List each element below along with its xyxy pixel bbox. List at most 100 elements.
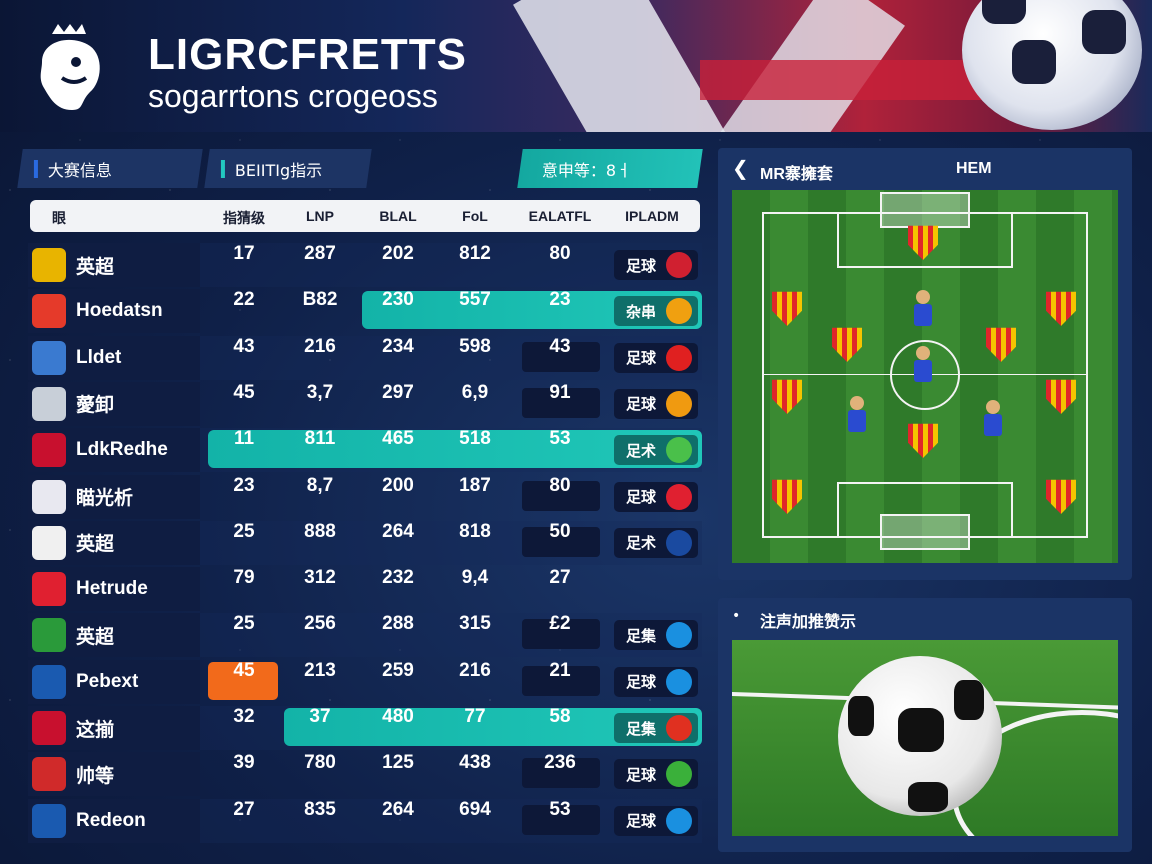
team-cell[interactable]: 英超 (28, 243, 200, 287)
team-cell[interactable]: 英超 (28, 613, 200, 658)
team-crest-icon (32, 618, 66, 653)
player-icon[interactable] (912, 346, 934, 386)
stat-cell: 694 (459, 798, 491, 820)
stat-cell: 780 (304, 752, 336, 774)
tab-indicators[interactable]: BEIITIg指示 (204, 149, 372, 188)
stat-cell: 43 (549, 335, 571, 357)
stat-cell: 27 (549, 567, 571, 589)
stat-cell: 22 (233, 289, 255, 311)
value-box (522, 387, 600, 418)
table-row[interactable]: Hoedatsn 22 B82 230 557 23 杂串 (28, 289, 702, 334)
badge-label: 杂串 (626, 302, 657, 321)
team-crest-icon (32, 757, 66, 792)
column-header[interactable]: FoL (462, 208, 488, 224)
stat-cell: B82 (302, 289, 338, 311)
club-emblem-icon (666, 437, 692, 464)
sport-badge[interactable]: 足球 (614, 481, 698, 512)
value-box (522, 758, 600, 789)
stat-cell: 21 (549, 659, 571, 681)
tab-label: 意申等：8ㅓ (542, 160, 631, 180)
stat-cell: 53 (549, 798, 571, 820)
team-cell[interactable]: 这揃 (28, 706, 200, 750)
sport-badge[interactable]: 足球 (614, 342, 698, 373)
column-header[interactable]: 指猜级 (223, 210, 265, 226)
table-header: 眼 指猜级 LNP BLAL FoL EALATFL IPLADM (30, 200, 700, 232)
stat-cell: 312 (304, 567, 336, 589)
table-row[interactable]: 英超 25 256 288 315 £2 足集 (28, 613, 702, 658)
stat-cell: 465 (382, 428, 414, 450)
team-cell[interactable]: 英超 (28, 520, 200, 565)
team-crest-icon (32, 664, 66, 699)
badge-label: 足球 (626, 256, 657, 275)
sport-badge[interactable]: 足球 (614, 666, 698, 697)
stat-cell: 264 (382, 798, 414, 820)
stat-cell: 80 (549, 474, 571, 496)
sport-badge[interactable]: 足球 (614, 805, 698, 836)
stat-cell: 264 (382, 520, 414, 542)
tab-label: 大赛信息 (48, 160, 113, 180)
column-header[interactable]: BLAL (379, 208, 417, 224)
table-row[interactable]: 这揃 32 37 480 77 58 足集 (28, 706, 702, 750)
sport-badge[interactable]: 足球 (614, 759, 698, 790)
sport-badge[interactable]: 足球 (614, 250, 698, 280)
team-cell[interactable]: Hoedatsn (28, 289, 200, 334)
team-name: Hoedatsn (76, 300, 163, 322)
stat-cell: £2 (549, 613, 571, 635)
stat-cell: 45 (233, 659, 255, 681)
player-icon[interactable] (912, 290, 934, 330)
team-crest-icon (32, 340, 66, 375)
stat-cell: 202 (382, 243, 414, 264)
soccer-ball-image (962, 0, 1142, 130)
team-name: Pebext (76, 670, 139, 692)
sport-badge[interactable]: 足术 (614, 435, 698, 466)
team-crest-icon (32, 803, 66, 838)
sport-badge[interactable]: 足集 (614, 620, 698, 651)
team-name: Lldet (76, 346, 122, 368)
sport-badge[interactable]: 足集 (614, 713, 698, 743)
table-row[interactable]: Hetrude 79 312 232 9,4 27 (28, 567, 702, 612)
tab-match-info[interactable]: 大赛信息 (17, 149, 203, 188)
table-row[interactable]: Redeon 27 835 264 694 53 足球 (28, 798, 702, 843)
stat-cell: 27 (233, 798, 255, 820)
team-cell[interactable]: 薆卸 (28, 381, 200, 426)
team-cell[interactable]: LdkRedhe (28, 428, 200, 473)
stat-cell: 23 (549, 289, 571, 311)
sport-badge[interactable]: 杂串 (614, 296, 698, 327)
player-icon[interactable] (846, 396, 868, 436)
badge-label: 足球 (626, 812, 657, 831)
stat-cell: 53 (549, 428, 571, 450)
table-row[interactable]: LdkRedhe 11 811 465 518 53 足术 (28, 428, 702, 473)
team-cell[interactable]: Lldet (28, 335, 200, 380)
team-name: 瞄光析 (76, 488, 134, 509)
table-row[interactable]: 英超 17 287 202 812 80 足球 (28, 243, 702, 287)
team-cell[interactable]: Hetrude (28, 567, 200, 612)
table-row[interactable]: Lldet 43 216 234 598 43 足球 (28, 335, 702, 380)
badge-label: 足术 (626, 441, 657, 460)
table-row[interactable]: 帅等 39 780 125 438 236 足球 (28, 752, 702, 797)
tab-summary-active[interactable]: 意申等：8ㅓ (517, 149, 703, 188)
value-box (522, 341, 600, 372)
table-row[interactable]: 瞄光析 23 8,7 200 187 80 足球 (28, 474, 702, 519)
table-row[interactable]: 英超 25 888 264 818 50 足术 (28, 520, 702, 565)
stat-cell: 438 (459, 752, 491, 774)
stat-cell: 287 (304, 243, 336, 264)
column-header[interactable]: EALATFL (528, 208, 592, 224)
sport-badge[interactable]: 足术 (614, 527, 698, 558)
team-cell[interactable]: Pebext (28, 659, 200, 704)
stat-cell: 200 (382, 474, 414, 496)
stat-cell: 9,4 (461, 567, 489, 589)
club-emblem-icon (666, 761, 692, 788)
back-chevron-icon[interactable]: ❮ (732, 156, 749, 180)
team-name: Redeon (76, 809, 146, 831)
team-cell[interactable]: Redeon (28, 798, 200, 843)
sport-badge[interactable]: 足球 (614, 388, 698, 419)
team-crest-icon (32, 294, 66, 329)
stat-cell: 812 (459, 243, 491, 264)
table-row[interactable]: 薆卸 45 3,7 297 6,9 91 足球 (28, 381, 702, 426)
player-icon[interactable] (982, 400, 1004, 440)
table-row[interactable]: Pebext 45 213 259 216 21 足球 (28, 659, 702, 704)
column-header[interactable]: IPLADM (625, 208, 679, 224)
team-cell[interactable]: 帅等 (28, 752, 200, 797)
column-header[interactable]: LNP (306, 208, 334, 224)
team-cell[interactable]: 瞄光析 (28, 474, 200, 519)
